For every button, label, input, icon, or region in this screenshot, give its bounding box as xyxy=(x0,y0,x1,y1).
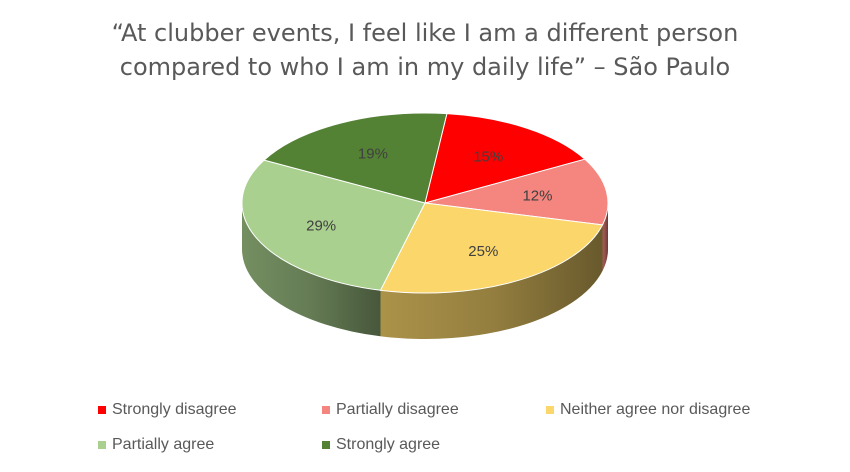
legend-item-strongly-disagree: Strongly disagree xyxy=(98,400,237,420)
legend-swatch xyxy=(322,441,330,449)
legend-swatch xyxy=(546,406,554,414)
data-label-neither-agree-nor-disagree: 25% xyxy=(468,243,498,260)
legend-swatch xyxy=(98,406,106,414)
pie-sides xyxy=(242,203,608,339)
legend-item-partially-disagree: Partially disagree xyxy=(322,400,459,420)
chart-title-line-2: compared to who I am in my daily life” –… xyxy=(119,53,731,81)
data-label-partially-agree: 29% xyxy=(306,217,336,234)
chart-legend: Strongly disagree Partially disagree Nei… xyxy=(0,396,850,466)
pie-slice-neither-agree-nor-disagree xyxy=(379,202,604,294)
pie-slice-strongly-agree xyxy=(263,112,448,204)
legend-item-neither: Neither agree nor disagree xyxy=(546,400,750,420)
legend-swatch xyxy=(98,441,106,449)
pie-tops xyxy=(241,112,609,294)
pie-slice-partially-agree xyxy=(241,159,426,291)
legend-label: Strongly agree xyxy=(336,436,441,453)
legend-label: Neither agree nor disagree xyxy=(560,401,751,418)
chart-title: “At clubber events, I feel like I am a d… xyxy=(0,16,850,84)
pie-side-shade xyxy=(380,224,603,339)
chart-title-line-1: “At clubber events, I feel like I am a d… xyxy=(111,19,739,47)
data-label-strongly-disagree: 15% xyxy=(473,149,503,166)
legend-swatch xyxy=(322,406,330,414)
pie-side-shade xyxy=(242,203,381,337)
legend-item-partially-agree: Partially agree xyxy=(98,435,214,455)
pie-side-shade xyxy=(602,203,608,271)
data-label-strongly-agree: 19% xyxy=(358,145,388,162)
legend-label: Strongly disagree xyxy=(112,401,237,418)
legend-label: Partially disagree xyxy=(336,401,459,418)
pie-slice-strongly-disagree xyxy=(424,113,586,204)
legend-item-strongly-agree: Strongly agree xyxy=(322,435,440,455)
data-label-partially-disagree: 12% xyxy=(522,188,552,205)
pie-labels: 15% 12% 25% 29% 19% xyxy=(306,145,552,259)
legend-label: Partially agree xyxy=(112,436,215,453)
